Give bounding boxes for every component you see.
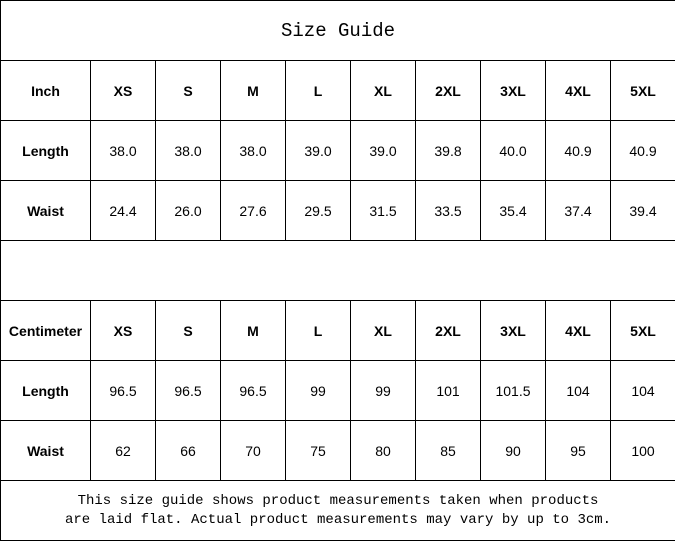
row-label: Waist: [0, 180, 91, 241]
table-cell: 38.0: [220, 120, 286, 181]
table-cell: 75: [285, 420, 351, 481]
table-cell: XL: [350, 300, 416, 361]
header-row: Centimeter XS S M L XL 2XL 3XL 4XL 5XL: [0, 300, 675, 361]
table-cell: M: [220, 300, 286, 361]
table-cell: 37.4: [545, 180, 611, 241]
table-cell: 95: [545, 420, 611, 481]
table-cell: XS: [90, 300, 156, 361]
table-cell: 99: [350, 360, 416, 421]
table-cell: 40.0: [480, 120, 546, 181]
table-cell: 38.0: [155, 120, 221, 181]
table-cell: 24.4: [90, 180, 156, 241]
table-cell: 35.4: [480, 180, 546, 241]
table-cell: 96.5: [220, 360, 286, 421]
table-cell: L: [285, 60, 351, 121]
table-row: Length 96.5 96.5 96.5 99 99 101 101.5 104 104: [0, 360, 675, 421]
note-row: This size guide shows product measuremen…: [0, 480, 675, 541]
table-cell: 4XL: [545, 300, 611, 361]
table-cell: XL: [350, 60, 416, 121]
table-cell: 39.4: [609, 180, 675, 241]
table-cell: 62: [90, 420, 156, 481]
table-cell: 99: [285, 360, 351, 421]
table-cell: 66: [155, 420, 221, 481]
table-row: Waist 24.4 26.0 27.6 29.5 31.5 33.5 35.4 37.4 39.…: [0, 180, 675, 241]
table-cell: 80: [350, 420, 416, 481]
row-label: Centimeter: [0, 300, 91, 361]
table-cell: 2XL: [415, 60, 481, 121]
table-cell: 39.8: [415, 120, 481, 181]
table-cell: 40.9: [545, 120, 611, 181]
table-row: Waist 62 66 70 75 80 85 90 95 100: [0, 420, 675, 481]
header-row: Inch XS S M L XL 2XL 3XL 4XL 5XL: [0, 60, 675, 121]
row-label: Length: [0, 120, 91, 181]
table-cell: 104: [609, 360, 675, 421]
table-cell: 29.5: [285, 180, 351, 241]
table-cell: 85: [415, 420, 481, 481]
table-cell: 4XL: [545, 60, 611, 121]
table-cell: 39.0: [285, 120, 351, 181]
table-cell: 100: [609, 420, 675, 481]
table-cell: 90: [480, 420, 546, 481]
table-cell: L: [285, 300, 351, 361]
spacer-row: [0, 240, 675, 301]
table-cell: 96.5: [155, 360, 221, 421]
table-cell: 3XL: [480, 300, 546, 361]
table-cell: 70: [220, 420, 286, 481]
table-cell: 40.9: [609, 120, 675, 181]
note-line-1: This size guide shows product measuremen…: [77, 492, 599, 509]
row-label: Length: [0, 360, 91, 421]
table-cell: 38.0: [90, 120, 156, 181]
table-cell: 33.5: [415, 180, 481, 241]
table-cell: XS: [90, 60, 156, 121]
table-cell: 96.5: [90, 360, 156, 421]
table-cell: 39.0: [350, 120, 416, 181]
table-cell: 31.5: [350, 180, 416, 241]
table-cell: M: [220, 60, 286, 121]
row-label: Inch: [0, 60, 91, 121]
table-cell: 2XL: [415, 300, 481, 361]
note-text: This size guide shows product measuremen…: [0, 480, 675, 541]
table-cell: 5XL: [609, 60, 675, 121]
table-cell: 104: [545, 360, 611, 421]
table-cell: 5XL: [609, 300, 675, 361]
table-cell: 101.5: [480, 360, 546, 421]
table-cell: S: [155, 60, 221, 121]
table-cell: 27.6: [220, 180, 286, 241]
blank-cell: [0, 240, 675, 301]
row-label: Waist: [0, 420, 91, 481]
table-cell: 26.0: [155, 180, 221, 241]
table-row: Length 38.0 38.0 38.0 39.0 39.0 39.8 40.0 40.9 40…: [0, 120, 675, 181]
note-line-2: are laid flat. Actual product measuremen…: [64, 511, 612, 528]
table-cell: 101: [415, 360, 481, 421]
table-cell: S: [155, 300, 221, 361]
table-cell: 3XL: [480, 60, 546, 121]
page-title: Size Guide: [0, 0, 675, 61]
